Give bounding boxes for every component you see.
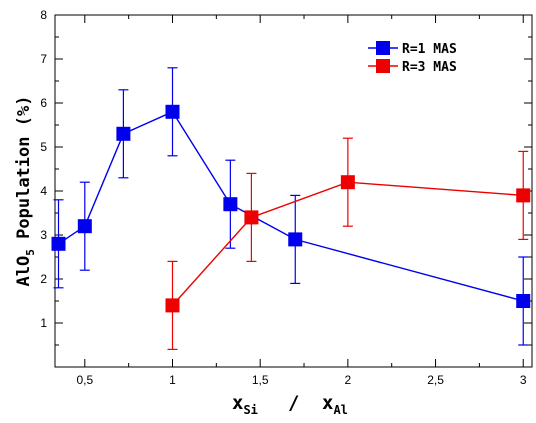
x-tick-label: 3 [520,373,527,387]
x-tick-label: 2,5 [427,373,444,387]
y-axis-title-suffix: Population (%) [14,96,34,250]
data-point [51,236,66,251]
y-tick-label: 8 [40,8,47,22]
data-point [223,197,238,212]
x-axis-title-x-al: xAl [322,392,348,417]
y-axis-title: AlO5 Population (%) [14,96,37,287]
series-layer [51,67,531,350]
x-axis-title-x2: x [322,392,333,414]
data-point [516,188,531,203]
x-axis-title-sub-si: Si [243,403,257,417]
y-axis-title-subscript: 5 [24,249,37,256]
y-tick-label: 2 [40,272,47,286]
y-tick-label: 4 [40,184,47,198]
x-tick-label: 0,5 [76,373,93,387]
data-point [244,210,259,225]
y-tick-label: 6 [40,96,47,110]
data-point [165,298,180,313]
data-point [116,126,131,141]
x-axis-title-x-si: xSi [232,392,258,417]
x-axis-title-x1: x [232,392,243,414]
x-tick-labels: 0,5 1 1,5 2 2,5 3 [76,373,526,387]
legend-label-r3: R=3 MAS [402,60,457,75]
x-tick-label: 1,5 [252,373,269,387]
y-tick-label: 7 [40,52,47,66]
x-tick-label: 1 [169,373,176,387]
data-point [516,294,531,308]
series-2 [165,137,531,350]
y-tick-label: 1 [40,316,47,330]
legend-label-r1: R=1 MAS [402,42,457,57]
y-tick-label: 3 [40,228,47,242]
data-point [77,219,92,234]
y-tick-label: 5 [40,140,47,154]
x-axis-title-sub-al: Al [333,403,347,417]
y-axis-title-prefix: AlO [14,256,34,287]
data-point [165,104,180,119]
x-axis-title-slash: / [288,392,299,414]
series-1 [51,67,531,346]
y-tick-labels: 1 2 3 4 5 6 7 8 [40,8,47,330]
legend-marker-r1 [376,41,390,55]
legend-marker-r3 [376,59,390,73]
series-line [171,181,524,306]
major-ticks [55,14,532,367]
x-axis-title: xSi / xAl [232,392,348,417]
x-tick-label: 2 [345,373,352,387]
data-point [288,232,303,247]
legend: R=1 MAS R=3 MAS [368,41,457,75]
data-point [340,175,355,190]
